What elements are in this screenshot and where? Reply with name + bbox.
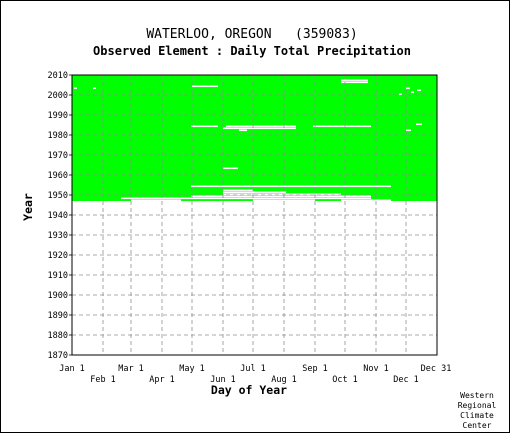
credit-line-1: Western bbox=[460, 391, 494, 400]
credit-line-2: Regional bbox=[458, 401, 497, 410]
missing-segment bbox=[239, 129, 247, 132]
missing-segment bbox=[223, 193, 341, 196]
y-tick-labels: 1870 1880 1890 1900 1910 1920 1930 1940 1950 1960… bbox=[48, 71, 72, 361]
x-tick-label: Sep 1 bbox=[302, 364, 328, 374]
plot-area bbox=[71, 74, 438, 356]
y-tick-label: 1890 bbox=[48, 311, 68, 321]
missing-segment bbox=[313, 125, 371, 128]
gridlines bbox=[72, 75, 437, 355]
x-tick-label: Mar 1 bbox=[118, 364, 144, 374]
y-tick-label: 1950 bbox=[48, 191, 68, 201]
missing-segment bbox=[191, 125, 218, 128]
x-tick-labels: Jan 1 Mar 1 May 1 Jul 1 Sep 1 Nov 1 Dec 31 Feb … bbox=[59, 364, 451, 385]
missing-segment bbox=[411, 91, 414, 94]
y-tick-label: 1880 bbox=[48, 331, 68, 341]
x-tick-label: Jun 1 bbox=[210, 375, 236, 385]
chart-subtitle: Observed Element : Daily Total Precipita… bbox=[93, 44, 411, 58]
missing-segment bbox=[131, 199, 181, 202]
y-tick-label: 2010 bbox=[48, 71, 68, 81]
missing-segment bbox=[417, 89, 421, 92]
missing-segment bbox=[341, 199, 391, 202]
y-tick-label: 1980 bbox=[48, 131, 68, 141]
missing-segment bbox=[191, 185, 391, 188]
missing-segment bbox=[223, 191, 286, 194]
x-tick-label: Dec 1 bbox=[393, 375, 419, 385]
y-tick-label: 1910 bbox=[48, 271, 68, 281]
x-tick-label: Apr 1 bbox=[149, 375, 175, 385]
x-tick-label: Jul 1 bbox=[240, 364, 266, 374]
missing-segment bbox=[399, 93, 402, 96]
missing-segment bbox=[226, 125, 296, 128]
missing-segment bbox=[93, 87, 96, 90]
y-tick-label: 2000 bbox=[48, 91, 68, 101]
x-tick-label: Jan 1 bbox=[59, 364, 85, 374]
x-tick-label: Aug 1 bbox=[271, 375, 297, 385]
x-tick-label: Feb 1 bbox=[90, 375, 116, 385]
x-tick-label: Nov 1 bbox=[363, 364, 389, 374]
missing-segment bbox=[406, 87, 410, 90]
missing-segment bbox=[74, 87, 77, 90]
missing-segment bbox=[223, 127, 296, 130]
y-tick-label: 1870 bbox=[48, 351, 68, 361]
missing-segment bbox=[192, 85, 218, 88]
y-tick-label: 1960 bbox=[48, 171, 68, 181]
missing-segment bbox=[416, 123, 422, 126]
y-tick-label: 1940 bbox=[48, 211, 68, 221]
y-tick-label: 1990 bbox=[48, 111, 68, 121]
missing-segment bbox=[341, 81, 368, 84]
x-tick-label: May 1 bbox=[179, 364, 205, 374]
missing-segment bbox=[253, 199, 315, 202]
missing-segment bbox=[341, 79, 368, 82]
observed-data-block bbox=[72, 75, 437, 201]
y-tick-label: 1900 bbox=[48, 291, 68, 301]
x-axis-label: Day of Year bbox=[211, 383, 287, 397]
x-tick-label: Oct 1 bbox=[332, 375, 358, 385]
missing-segment bbox=[223, 167, 238, 170]
missing-segment bbox=[191, 195, 371, 198]
credit-line-4: Center bbox=[463, 421, 492, 430]
credit-line-3: Climate bbox=[460, 411, 494, 420]
missing-data-marks bbox=[74, 79, 422, 202]
chart-title: WATERLOO, OREGON (359083) bbox=[146, 27, 357, 42]
y-tick-label: 1930 bbox=[48, 231, 68, 241]
missing-segment bbox=[406, 129, 411, 132]
y-tick-label: 1970 bbox=[48, 151, 68, 161]
x-tick-label: Dec 31 bbox=[421, 364, 452, 374]
missing-segment bbox=[223, 189, 253, 192]
y-axis-label: Year bbox=[21, 193, 35, 221]
y-tick-label: 1920 bbox=[48, 251, 68, 261]
missing-segment bbox=[121, 197, 371, 200]
credit-block: Western Regional Climate Center bbox=[458, 391, 497, 430]
